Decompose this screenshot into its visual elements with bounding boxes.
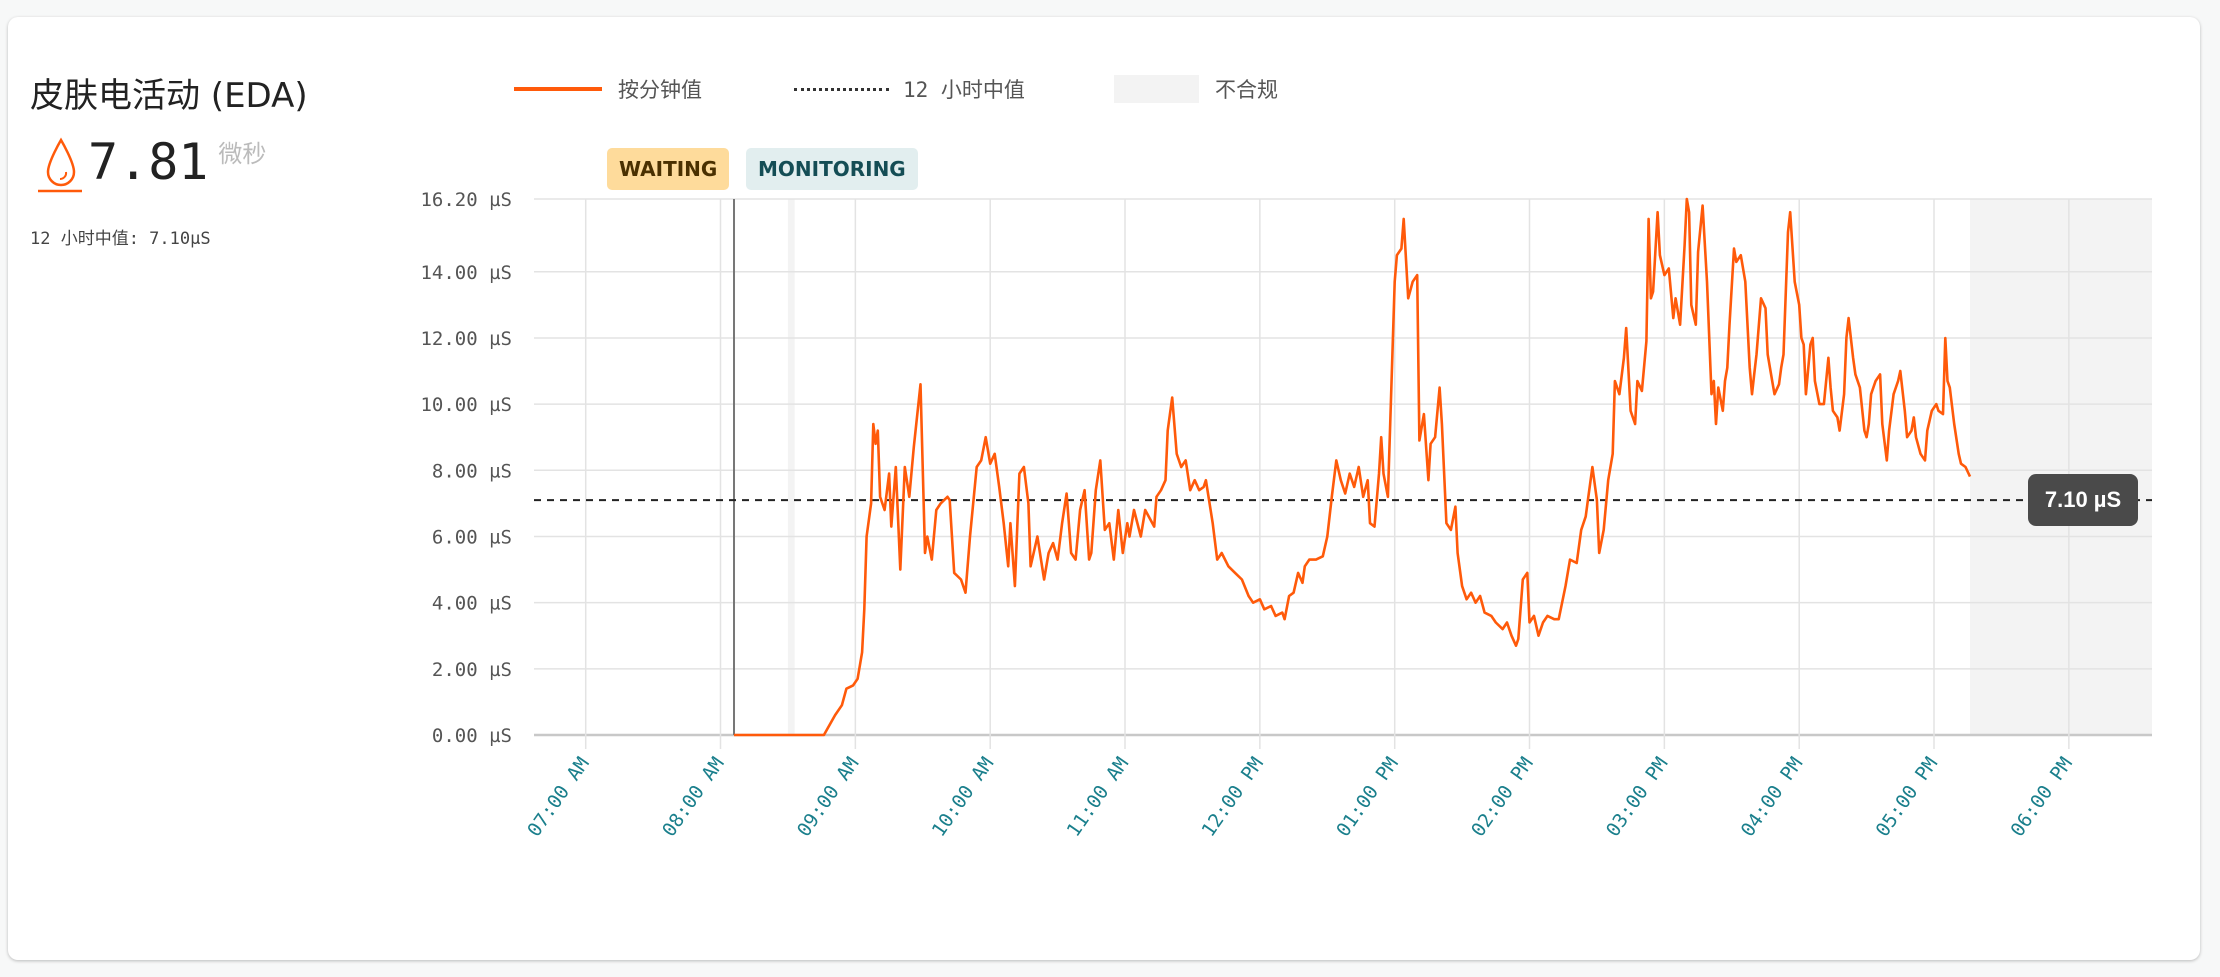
median-summary: 12 小时中值: 7.10μS <box>30 229 211 249</box>
non-compliant-region <box>1969 199 2152 735</box>
x-tick-label: 10:00 AM <box>928 753 999 841</box>
x-tick-label: 11:00 AM <box>1063 753 1134 841</box>
y-tick-label: 2.00 µS <box>432 659 512 681</box>
current-value: 7.81 <box>88 133 209 191</box>
y-tick-label: 10.00 µS <box>420 394 512 416</box>
legend-item-per-minute: 按分钟值 <box>514 74 702 104</box>
y-tick-label: 6.00 µS <box>432 526 512 548</box>
monitoring-badge: MONITORING <box>746 148 918 190</box>
x-tick-label: 02:00 PM <box>1467 753 1538 841</box>
y-tick-label: 8.00 µS <box>432 460 512 482</box>
legend-item-median: 12 小时中值 <box>794 74 1025 104</box>
legend-label: 不合规 <box>1215 78 1278 102</box>
y-tick-label: 12.00 µS <box>420 328 512 350</box>
legend-item-non-compliant: 不合规 <box>1114 74 1278 104</box>
gap-band <box>787 199 795 735</box>
x-tick-label: 08:00 AM <box>658 753 729 841</box>
current-value-row: 7.81 微秒 <box>36 132 266 194</box>
waiting-badge: WAITING <box>607 148 730 190</box>
legend-swatch-line <box>514 87 602 91</box>
legend-label: 12 小时中值 <box>903 78 1025 102</box>
y-tick-label: 0.00 µS <box>432 725 512 747</box>
y-tick-label: 4.00 µS <box>432 593 512 615</box>
x-tick-label: 09:00 AM <box>793 753 864 841</box>
droplet-icon <box>36 132 86 194</box>
x-tick-label: 05:00 PM <box>1872 753 1943 841</box>
x-tick-label: 03:00 PM <box>1602 753 1673 841</box>
card-title: 皮肤电活动 (EDA) <box>30 76 308 116</box>
series-line <box>734 197 1972 737</box>
current-value-unit: 微秒 <box>218 140 267 168</box>
y-tick-label: 14.00 µS <box>420 262 512 284</box>
x-tick-label: 06:00 PM <box>2006 753 2077 841</box>
x-tick-label: 01:00 PM <box>1332 753 1403 841</box>
legend-swatch-box <box>1114 75 1199 103</box>
median-value-tooltip: 7.10 µS <box>2028 474 2138 526</box>
x-tick-label: 12:00 PM <box>1197 753 1268 841</box>
y-tick-label: 16.20 µS <box>420 189 512 211</box>
legend-label: 按分钟值 <box>618 78 702 102</box>
eda-card <box>8 17 2200 960</box>
x-tick-label: 04:00 PM <box>1737 753 1808 841</box>
legend-swatch-dashed <box>794 87 889 91</box>
x-tick-label: 07:00 AM <box>523 753 594 841</box>
